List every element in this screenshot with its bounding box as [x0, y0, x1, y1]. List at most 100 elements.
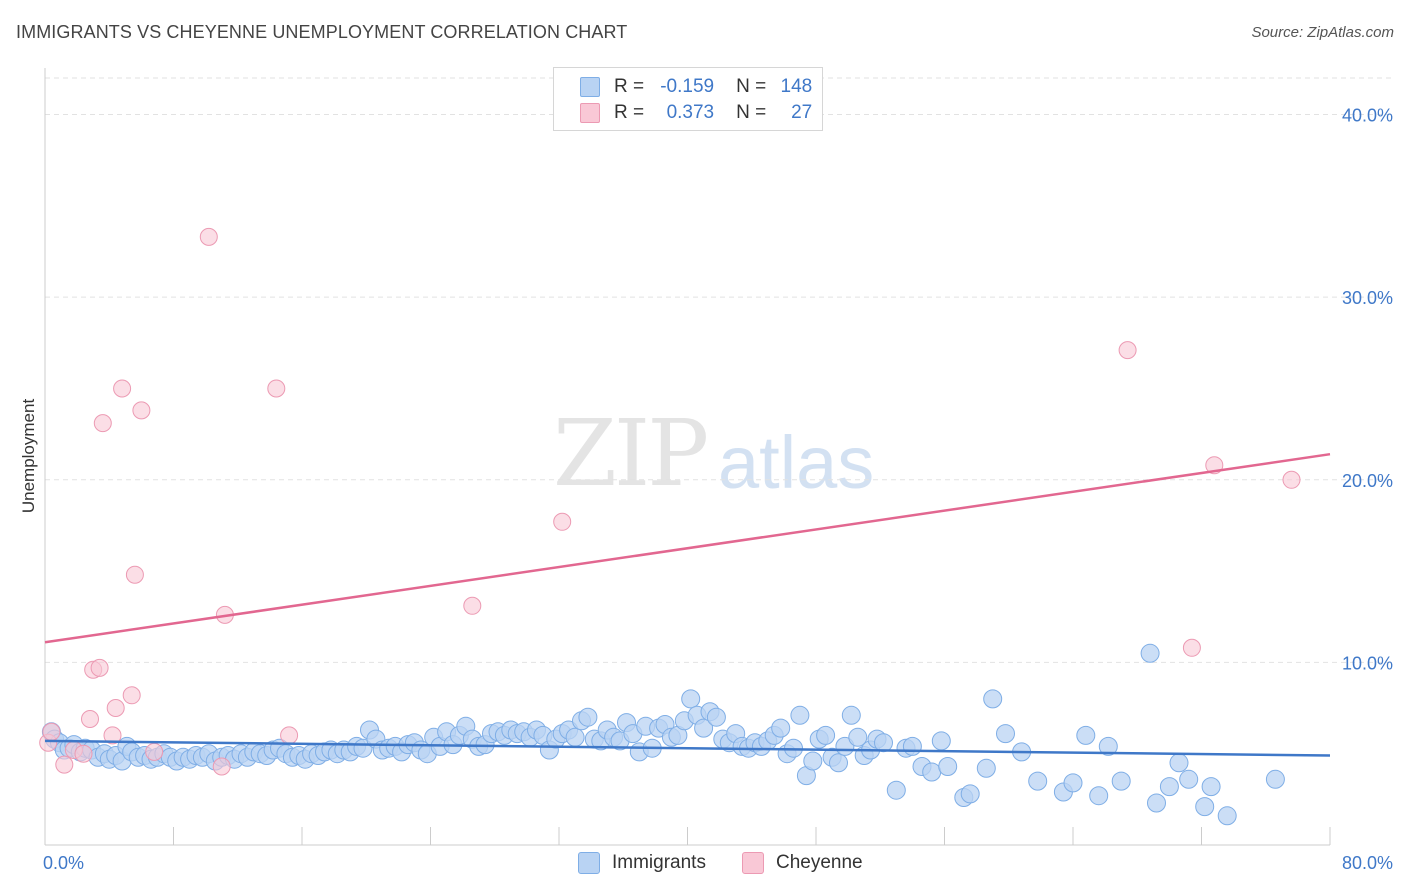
legend-row-immigrants: R = -0.159 N = 148 [580, 74, 812, 100]
data-point [1265, 769, 1285, 789]
cheyenne-n-value: 27 [791, 102, 813, 123]
data-point [1140, 643, 1160, 663]
data-point [199, 227, 218, 246]
y-tick-label: 40.0% [1342, 106, 1393, 126]
immigrants-legend-swatch [578, 852, 600, 874]
data-point [565, 727, 585, 747]
y-tick-label: 10.0% [1342, 653, 1393, 673]
data-point [841, 705, 861, 725]
watermark-atlas: atlas [718, 421, 875, 504]
gridlines [45, 77, 1392, 663]
trend-line-cheyenne [44, 452, 1331, 644]
data-point [771, 718, 791, 738]
data-point [1217, 806, 1237, 826]
series-legend: Immigrants Cheyenne [0, 852, 1406, 878]
data-point [848, 727, 868, 747]
data-point [803, 751, 823, 771]
data-point [106, 699, 125, 717]
data-point [1169, 753, 1189, 773]
legend-item-cheyenne[interactable]: Cheyenne [742, 852, 863, 874]
data-point [212, 757, 231, 776]
axes [44, 68, 1331, 846]
trend-lines [44, 452, 1331, 757]
data-point [463, 596, 482, 615]
x-tick-label-min: 0.0% [43, 853, 84, 873]
immigrants-n-value: 148 [780, 76, 813, 97]
trend-line-immigrants [44, 739, 1331, 757]
series-cheyenne [39, 227, 1301, 776]
data-point [902, 736, 922, 756]
data-point [816, 725, 836, 745]
data-point [93, 414, 112, 433]
data-point [1159, 777, 1179, 797]
data-point [983, 689, 1003, 709]
cheyenne-legend-label: Cheyenne [776, 852, 863, 873]
data-point [113, 379, 132, 398]
data-point [976, 758, 996, 778]
cheyenne-legend-swatch [742, 852, 764, 874]
data-point [103, 726, 122, 745]
data-point [1063, 773, 1083, 793]
data-point [267, 379, 286, 398]
data-point [1028, 771, 1048, 791]
data-point [874, 733, 893, 753]
correlation-legend: R = -0.159 N = 148 R = 0.373 N = 27 [553, 67, 823, 131]
y-axis-title: Unemployment [19, 399, 38, 514]
data-point [829, 753, 848, 773]
data-point [1118, 341, 1137, 360]
data-point [960, 784, 980, 804]
r-label: R = [614, 102, 645, 123]
data-points [39, 227, 1301, 826]
data-point [790, 705, 810, 725]
data-point [1111, 771, 1131, 791]
data-point [578, 707, 598, 727]
series-immigrants [41, 643, 1285, 826]
n-label: N = [736, 76, 767, 97]
data-point [1195, 797, 1215, 817]
tick-labels: 10.0% 20.0% 30.0% 40.0% 0.0% 80.0% Unemploymen… [19, 106, 1393, 873]
y-tick-label: 30.0% [1342, 288, 1393, 308]
data-point [1282, 470, 1301, 489]
data-point [81, 710, 99, 728]
data-point [132, 401, 151, 420]
data-point [694, 718, 714, 738]
data-point [886, 780, 906, 800]
data-point [931, 731, 951, 751]
data-point [553, 512, 572, 531]
chart-title: IMMIGRANTS VS CHEYENNE UNEMPLOYMENT CORR… [16, 22, 628, 42]
immigrants-legend-label: Immigrants [612, 852, 706, 873]
data-point [922, 762, 942, 782]
data-point [90, 658, 109, 677]
data-point [55, 755, 74, 774]
data-point [122, 686, 141, 705]
data-point [74, 744, 93, 763]
data-point [125, 565, 144, 584]
legend-item-immigrants[interactable]: Immigrants [578, 852, 706, 874]
source-label: Source: ZipAtlas.com [1251, 24, 1394, 41]
cheyenne-swatch [580, 103, 600, 123]
data-point [938, 757, 958, 776]
y-tick-label: 20.0% [1342, 471, 1393, 491]
immigrants-swatch [580, 77, 600, 97]
n-label: N = [736, 102, 767, 123]
watermark-zip: ZIP [553, 400, 709, 507]
data-point [280, 726, 299, 745]
data-point [1089, 786, 1109, 806]
data-point [1179, 769, 1199, 789]
data-point [42, 722, 61, 741]
r-label: R = [614, 76, 645, 97]
data-point [1098, 736, 1118, 756]
data-point [1076, 725, 1096, 745]
data-point [1201, 777, 1221, 797]
data-point [1182, 638, 1201, 657]
data-point [706, 707, 726, 727]
cheyenne-r-value: 0.373 [666, 102, 715, 123]
immigrants-r-value: -0.159 [660, 76, 715, 97]
legend-row-cheyenne: R = 0.373 N = 27 [580, 100, 812, 126]
data-point [1147, 793, 1166, 813]
data-point [996, 724, 1015, 744]
data-point [145, 742, 164, 761]
x-tick-label-max: 80.0% [1342, 853, 1393, 873]
data-point [681, 689, 701, 709]
